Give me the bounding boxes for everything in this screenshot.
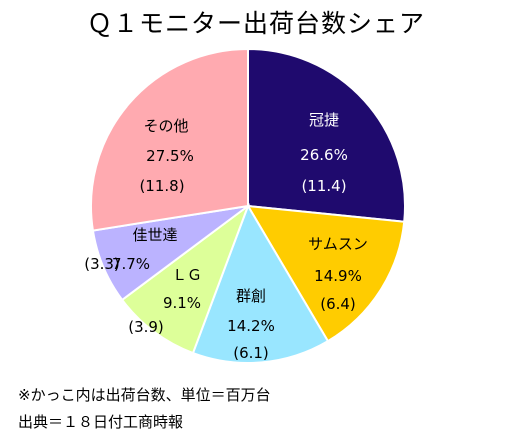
slice-label-aoc: 冠捷 [309,111,339,129]
slice-label-innolux: 群創 [236,287,266,305]
slice-units-other: (11.8) [139,177,184,195]
pie-slice-lg [120,203,251,355]
slice-label-other: その他 [143,117,188,135]
pie-chart: 冠捷 26.6% (11.4) サムスン 14.9% (6.4) 群創 14.2% (6.1) Ｌ… [84,47,406,364]
slice-percent-benq: 7.7% [112,255,150,273]
source-note: 出典＝１８日付工商時報 [18,413,184,431]
slice-units-benq: (3.3) [84,255,120,273]
slice-label-samsung: サムスン [308,235,368,253]
slice-units-samsung: (6.4) [320,295,356,313]
unit-note: ※かっこ内は出荷台数、単位＝百万台 [18,386,271,404]
slice-percent-aoc: 26.6% [300,146,348,164]
slice-percent-lg: 9.1% [163,294,201,312]
slice-label-lg: ＬＧ [172,266,202,284]
pie-slice-innolux [191,203,330,364]
slice-percent-innolux: 14.2% [227,317,275,335]
pie-slice-other [90,47,249,232]
slice-percent-samsung: 14.9% [314,267,362,285]
slice-units-aoc: (11.4) [301,177,346,195]
pie-slice-samsung [246,204,406,343]
slice-label-benq: 佳世達 [132,226,177,244]
slice-percent-other: 27.5% [146,147,194,165]
slice-units-innolux: (6.1) [233,344,269,362]
pie-slice-aoc [247,47,406,223]
slice-units-lg: (3.9) [128,318,164,336]
chart-title: Ｑ１モニター出荷台数シェア [86,9,425,38]
